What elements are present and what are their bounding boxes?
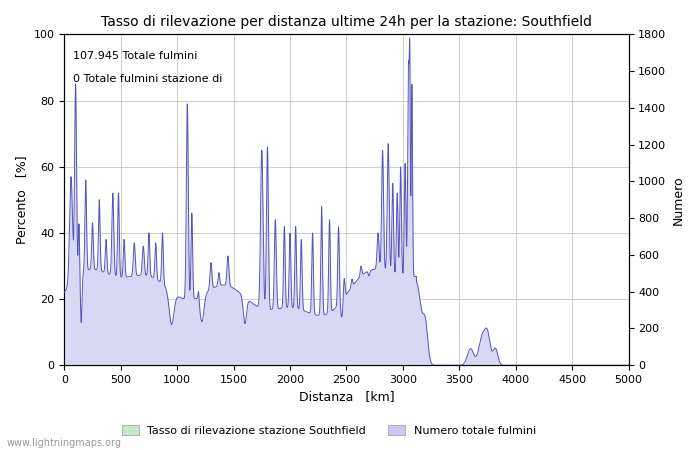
Text: 0 Totale fulmini stazione di: 0 Totale fulmini stazione di: [73, 74, 222, 84]
X-axis label: Distanza   [km]: Distanza [km]: [299, 391, 394, 404]
Legend: Tasso di rilevazione stazione Southfield, Numero totale fulmini: Tasso di rilevazione stazione Southfield…: [118, 420, 540, 440]
Text: www.lightningmaps.org: www.lightningmaps.org: [7, 438, 122, 448]
Title: Tasso di rilevazione per distanza ultime 24h per la stazione: Southfield: Tasso di rilevazione per distanza ultime…: [101, 15, 592, 29]
Y-axis label: Percento   [%]: Percento [%]: [15, 155, 28, 244]
Y-axis label: Numero: Numero: [672, 175, 685, 225]
Text: 107.945 Totale fulmini: 107.945 Totale fulmini: [73, 51, 197, 61]
